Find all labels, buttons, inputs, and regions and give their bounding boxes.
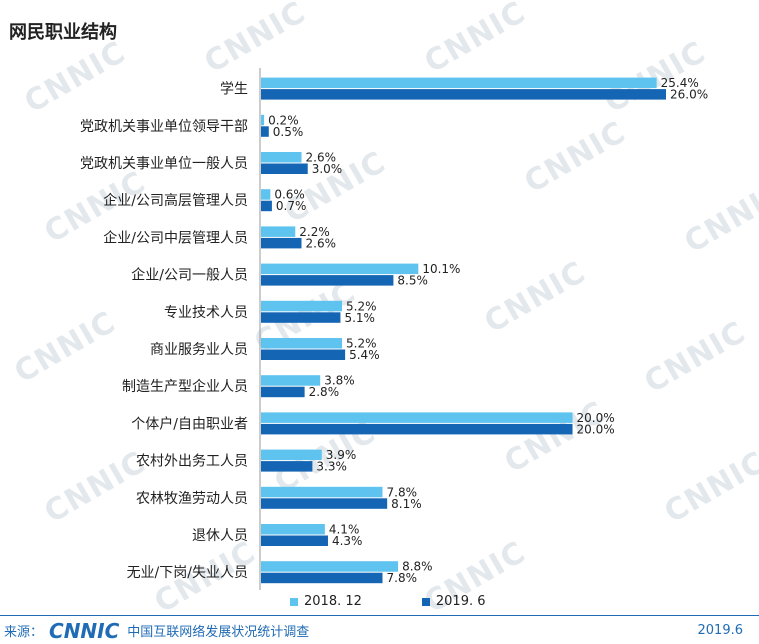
data-label: 26.0%	[670, 88, 708, 102]
bar-2019	[261, 349, 346, 360]
bar-2019	[261, 535, 328, 546]
category-label: 农林牧渔劳动人员	[136, 491, 248, 507]
bar-2019	[261, 461, 313, 472]
data-label: 5.2%	[346, 337, 377, 351]
data-label: 25.4%	[661, 76, 699, 90]
bar-2019	[261, 312, 341, 323]
data-label: 5.2%	[346, 299, 377, 313]
data-label: 2.2%	[299, 225, 330, 239]
bar-2018	[261, 114, 265, 126]
bar-2019	[261, 275, 394, 286]
category-label: 企业/公司中层管理人员	[103, 229, 248, 246]
data-label: 2.8%	[309, 385, 340, 399]
footer-date: 2019.6	[697, 623, 744, 638]
category-label: 退休人员	[192, 528, 248, 544]
bar-2019	[261, 126, 269, 137]
bar-2018	[261, 226, 296, 237]
data-label: 20.0%	[577, 411, 615, 425]
data-label: 0.7%	[276, 199, 307, 213]
data-label: 20.0%	[577, 422, 615, 436]
data-label: 0.6%	[274, 188, 305, 202]
bar-2018	[261, 449, 322, 461]
chart-title: 网民职业结构	[9, 22, 117, 43]
legend-swatch-2018	[290, 597, 298, 606]
bar-2018	[261, 486, 383, 498]
bar-2018	[261, 412, 573, 423]
data-label: 2.6%	[306, 151, 337, 165]
category-label: 个体户/自由职业者	[131, 415, 248, 432]
data-label: 2.6%	[306, 236, 337, 250]
bar-2019	[261, 237, 302, 249]
legend-swatch-2019	[421, 597, 430, 606]
data-label: 5.4%	[349, 348, 380, 362]
category-label: 企业/公司一般人员	[131, 267, 248, 284]
data-label: 3.9%	[326, 448, 357, 462]
legend-item-2019: 2019. 6	[421, 594, 486, 609]
data-label: 5.1%	[344, 311, 375, 325]
footer-divider	[0, 615, 759, 616]
data-label: 7.8%	[387, 571, 418, 585]
data-label: 3.3%	[316, 460, 347, 474]
data-label: 8.1%	[391, 497, 422, 511]
data-label: 3.0%	[312, 162, 343, 176]
category-label: 专业技术人员	[164, 305, 248, 321]
category-label: 商业服务业人员	[150, 342, 248, 358]
legend: 2018. 12 2019. 6	[290, 594, 486, 609]
bar-2018	[261, 375, 321, 386]
bar-2018	[261, 524, 325, 535]
bar-2018	[261, 189, 271, 200]
footer: 来源： CNNIC 中国互联网络发展状况统计调查 2019.6	[0, 617, 759, 644]
bar-2018	[261, 152, 302, 163]
bar-2019	[261, 572, 383, 584]
legend-item-2018: 2018. 12	[290, 594, 362, 609]
cnnic-logo: CNNIC	[49, 618, 120, 643]
footer-survey-title: 中国互联网络发展状况统计调查	[127, 625, 310, 640]
category-label: 制造生产型企业人员	[122, 378, 248, 395]
category-label: 党政机关事业单位一般人员	[80, 156, 248, 172]
category-label: 企业/公司高层管理人员	[103, 192, 248, 209]
data-label: 8.5%	[397, 274, 428, 288]
data-label: 8.8%	[402, 560, 433, 574]
legend-label-2019: 2019. 6	[435, 594, 486, 609]
bar-2018	[261, 263, 419, 275]
data-label: 7.8%	[387, 485, 418, 499]
data-label: 10.1%	[422, 262, 460, 276]
bar-2019	[261, 386, 305, 398]
bar-2019	[261, 498, 388, 509]
bar-2019	[261, 89, 666, 100]
data-label: 0.2%	[268, 113, 299, 127]
data-label: 4.1%	[329, 523, 360, 537]
category-label: 学生	[220, 82, 248, 98]
category-label: 党政机关事业单位领导干部	[80, 119, 248, 135]
bar-2018	[261, 561, 399, 572]
bar-chart: 学生 25.4%26.0% 党政机关事业单位领导干部 0.2%0.5% 党政机关事业单位…	[80, 68, 708, 590]
bar-2018	[261, 338, 342, 349]
data-label: 3.8%	[324, 374, 355, 388]
data-label: 4.3%	[332, 534, 363, 548]
bar-2019	[261, 423, 573, 435]
category-label: 农村外出务工人员	[136, 454, 248, 470]
bar-2019	[261, 163, 308, 174]
category-label: 无业/下岗/失业人员	[127, 565, 248, 581]
bar-2019	[261, 200, 272, 212]
footer-source: 来源：	[4, 625, 44, 640]
data-label: 0.5%	[273, 125, 304, 139]
legend-label-2018: 2018. 12	[304, 594, 362, 609]
bar-2018	[261, 300, 342, 312]
bar-2018	[261, 77, 657, 89]
